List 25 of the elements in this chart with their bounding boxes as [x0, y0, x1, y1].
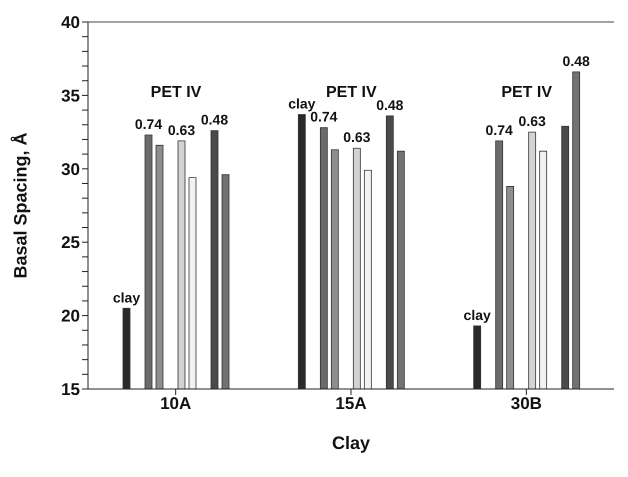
- y-tick-label: 35: [61, 86, 80, 106]
- annotation: PET IV: [150, 84, 202, 101]
- annotation: 0.63: [168, 122, 196, 138]
- annotation: clay: [112, 289, 140, 306]
- x-tick-label: 30B: [510, 394, 542, 414]
- y-tick-label: 25: [61, 233, 80, 252]
- annotation: clay: [288, 95, 316, 112]
- annotation: 0.63: [343, 129, 371, 146]
- y-tick-label: 40: [61, 13, 80, 32]
- x-tick-label: 15A: [335, 394, 367, 414]
- annotation: 0.48: [376, 96, 404, 113]
- annotation: 0.74: [486, 122, 514, 138]
- annotation: clay: [464, 306, 492, 323]
- y-tick-label: 15: [61, 380, 80, 400]
- x-axis-title: Clay: [332, 433, 370, 453]
- y-axis-title: Basal Spacing, Å: [10, 132, 30, 279]
- y-tick-label: 30: [61, 160, 80, 179]
- y-tick-label: 20: [61, 306, 80, 326]
- annotation: 0.48: [562, 52, 590, 69]
- annotation: 0.74: [134, 116, 162, 132]
- annotation: PET IV: [326, 84, 377, 101]
- annotation: 0.48: [200, 112, 228, 128]
- x-tick-label: 10A: [160, 394, 192, 414]
- annotation: PET IV: [501, 84, 552, 101]
- annotation: 0.63: [518, 113, 546, 130]
